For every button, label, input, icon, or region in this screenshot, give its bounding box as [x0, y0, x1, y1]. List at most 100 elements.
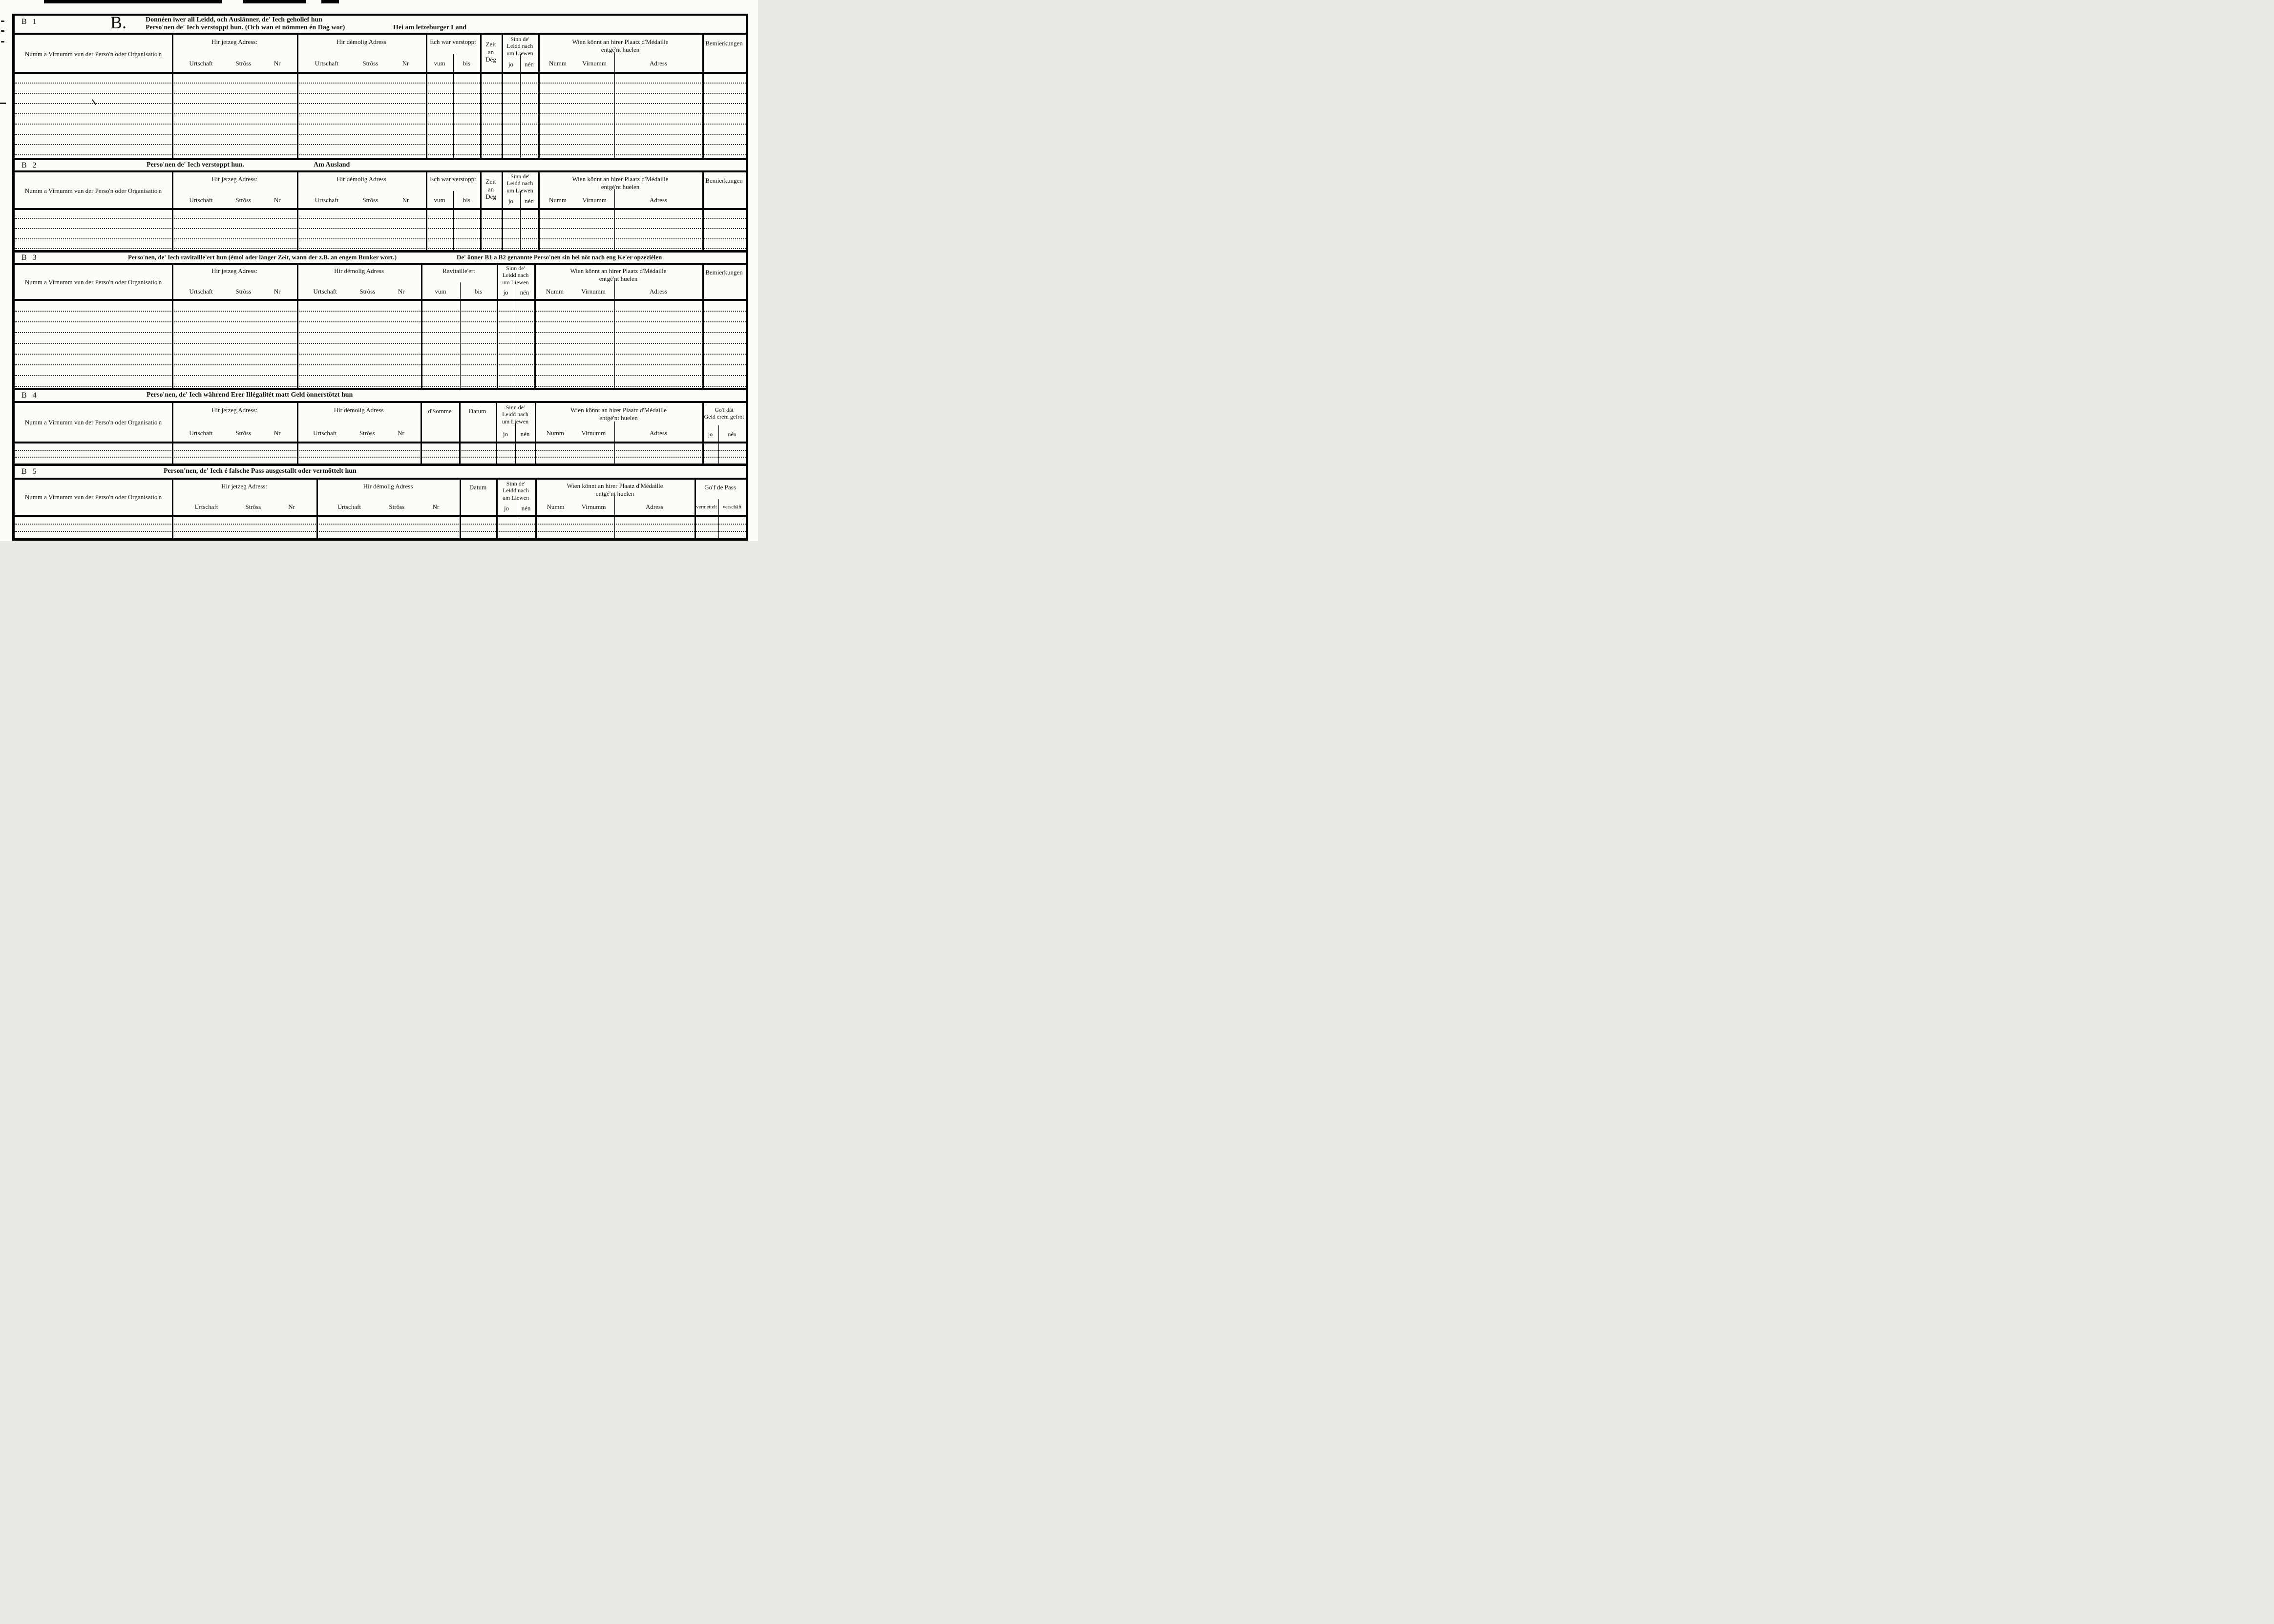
scanned-form-page: B 1 B. Donnéen iwer all Leidd, och Auslä… [0, 0, 758, 541]
write-line [15, 103, 746, 104]
section-b3-title-part2: De' önner B1 a B2 genannte Perso'nen sin… [457, 253, 662, 261]
col-former-address: Hir démolig Adress [337, 38, 386, 45]
col-remarks: Bemierkungen [705, 177, 743, 184]
current-address-sublabels: Urtschaft Strôss Nr [178, 60, 292, 67]
section-b5-title-band: B 5 Person'nen, de' Iech é falsche Pass … [15, 466, 746, 478]
section-b1-title-band: B 1 B. Donnéen iwer all Leidd, och Auslä… [15, 13, 746, 33]
col-datum: Datum [469, 484, 487, 491]
col-current-address: Hir jetzeg Adress: [211, 267, 257, 274]
divider [15, 263, 746, 265]
col-money-back: Go'f dât Geld erem gefrot [704, 406, 744, 421]
col-street: Strôss [235, 60, 252, 67]
col-from: vum [434, 196, 445, 204]
write-line [15, 134, 746, 135]
write-line [15, 113, 746, 114]
section-b5-rows [15, 517, 746, 538]
scan-artifact [243, 0, 306, 3]
write-line [15, 321, 746, 322]
col-alive: Sinn de' Leidd nach um Liewen [502, 404, 529, 425]
col-no: nén [520, 430, 530, 438]
col-medal: Wien könnt an hirer Plaatz d'Médaille en… [567, 482, 663, 497]
col-medal: Wien könnt an hirer Plaatz d'Médaille en… [570, 267, 667, 282]
section-b5-column-headers: Numm a Virnumm vun der Perso'n oder Orga… [15, 480, 746, 515]
divider [15, 478, 746, 480]
section-b3-title-band: B 3 Perso'nen, de' Iech ravitaille'ert h… [15, 253, 746, 263]
write-line [15, 386, 746, 387]
write-line [15, 375, 746, 376]
medal-sublabels: Numm Virnumm [541, 60, 614, 67]
write-line [15, 218, 746, 219]
section-b4-id: B 4 [21, 391, 39, 400]
section-b1-title-line2-right: Hei am letzeburger Land [393, 24, 467, 31]
scan-artifact [1, 21, 4, 22]
divider [15, 299, 746, 301]
section-b3-title-part1: Perso'nen, de' Iech ravitaille'ert hun (… [128, 253, 397, 261]
col-pass-verschaft: verschâft [722, 505, 742, 510]
section-b1-title-line1: Donnéen iwer all Leidd, och Auslänner, d… [146, 16, 323, 23]
col-until: bis [463, 196, 471, 204]
medal-sublabels: Numm Virnumm [546, 288, 606, 295]
col-current-address: Hir jetzeg Adress: [211, 175, 257, 183]
col-somme: d'Somme [428, 407, 452, 415]
col-name-org: Numm a Virnumm vun der Perso'n oder Orga… [24, 278, 162, 286]
scan-artifact [44, 0, 222, 3]
scan-artifact [321, 0, 339, 3]
col-town: Urtschaft [189, 60, 213, 67]
col-name-org: Numm a Virnumm vun der Perso'n oder Orga… [24, 419, 162, 426]
col-medal: Wien könnt an hirer Plaatz d'Médaille en… [572, 175, 669, 190]
col-street: Strôss [362, 60, 379, 67]
write-line [15, 154, 746, 155]
col-current-address: Hir jetzeg Adress: [211, 38, 257, 45]
scan-artifact [1, 41, 4, 42]
medal-sublabels: Numm Virnumm [546, 429, 606, 437]
col-no: nén [521, 505, 531, 512]
section-b-letter: B. [110, 13, 127, 32]
col-no: nén [520, 289, 529, 296]
col-nr: Nr [274, 60, 281, 67]
scan-artifact [0, 103, 6, 104]
section-b2-rows [15, 210, 746, 250]
write-line [15, 364, 746, 365]
write-line [15, 124, 746, 125]
section-b1-column-headers: Numm a Virnumm vun der Perso'n oder Orga… [15, 35, 746, 72]
col-days: Zeit an Dég [485, 41, 496, 63]
section-b5-title: Person'nen, de' Iech é falsche Pass ausg… [164, 467, 357, 475]
col-yes: jo [503, 430, 508, 438]
col-datum: Datum [468, 407, 486, 415]
col-yes: jo [503, 289, 508, 296]
section-divider [15, 388, 746, 390]
col-yes: jo [508, 197, 514, 205]
write-line [15, 332, 746, 333]
col-former-address: Hir démolig Adress [334, 406, 384, 414]
col-yes: jo [504, 505, 509, 512]
medal-sublabels: Numm Virnumm [547, 503, 606, 510]
section-b3-id: B 3 [21, 253, 39, 262]
col-name-org: Numm a Virnumm vun der Perso'n oder Orga… [24, 187, 162, 194]
write-line [15, 450, 746, 451]
former-address-sublabels: Urtschaft Strôss Nr [337, 503, 440, 510]
section-divider [15, 158, 746, 160]
section-b2-id: B 2 [21, 161, 39, 169]
col-former-address: Hir démolig Adress [363, 483, 413, 490]
col-alive: Sinn de' Leidd nach um Liewen [506, 36, 533, 57]
col-yes: jo [508, 61, 514, 68]
section-b1-id: B 1 [21, 18, 39, 26]
col-no: nén [525, 197, 534, 205]
col-hidden: Ech war verstoppt [430, 175, 476, 183]
write-line [15, 457, 746, 458]
col-days: Zeit an Dég [485, 178, 496, 201]
divider [15, 170, 746, 172]
medal-sublabels: Numm Virnumm [549, 196, 607, 204]
col-from: vum [435, 288, 446, 295]
col-no: nén [525, 61, 534, 68]
col-alive: Sinn de' Leidd nach um Liewen [506, 173, 533, 194]
write-line [15, 524, 746, 525]
col-name-org: Numm a Virnumm vun der Perso'n oder Orga… [24, 493, 162, 501]
col-hidden: Ech war verstoppt [430, 38, 476, 45]
write-line [15, 531, 746, 532]
write-line [15, 311, 746, 312]
divider [15, 72, 746, 74]
divider [15, 33, 746, 35]
write-line [15, 93, 746, 94]
col-remarks: Bemierkungen [705, 269, 743, 276]
